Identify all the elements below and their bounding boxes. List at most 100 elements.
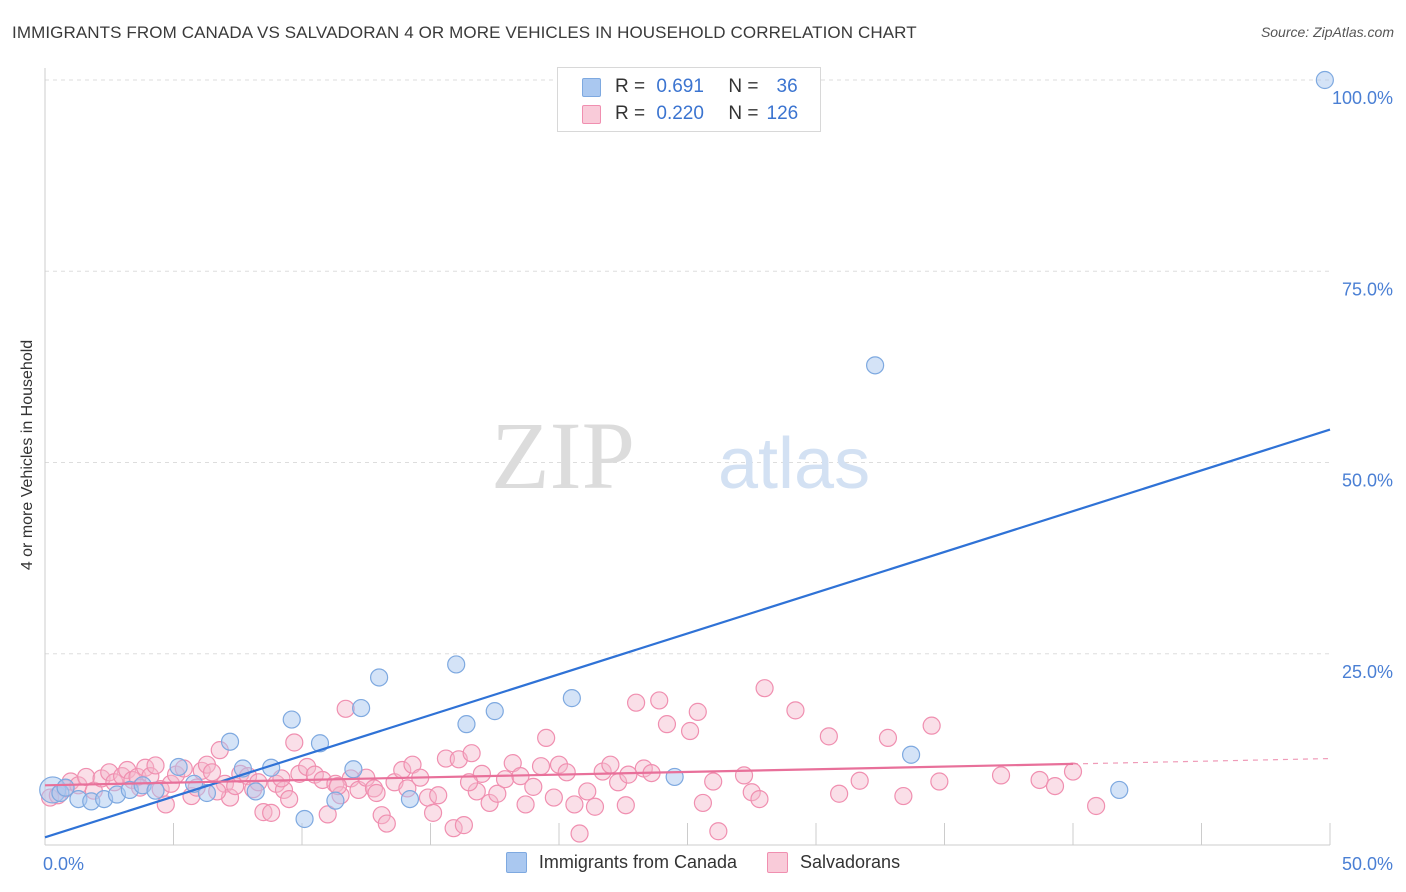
salvadoran-point [557, 763, 576, 782]
canada-point [485, 702, 504, 721]
salvadoran-point [930, 772, 949, 791]
canada-point [457, 715, 476, 734]
salvadoran-point [819, 727, 838, 746]
salvadoran-point [480, 793, 499, 813]
salvadoran-point [524, 777, 543, 796]
salvadoran-point [516, 795, 535, 814]
canada-point [447, 655, 466, 674]
salvadoran-point [750, 789, 769, 809]
chart-title: IMMIGRANTS FROM CANADA VS SALVADORAN 4 O… [12, 23, 917, 42]
salvadoran-point [1063, 762, 1083, 781]
salvadoran-point [894, 786, 913, 806]
salvadoran-point [578, 782, 597, 801]
salvadoran-point [688, 702, 707, 721]
salvadoran-trend-line [44, 762, 1074, 787]
salvadoran-point [146, 756, 165, 775]
y-tick-label: 25.0% [1342, 662, 1393, 682]
salvadoran-point [734, 766, 754, 785]
series-legend-salvadorans[interactable]: Salvadorans [767, 852, 900, 873]
salvadoran-point [254, 803, 273, 822]
salvadoran-point [118, 760, 137, 780]
canada-point [326, 791, 345, 810]
salvadoran-point [531, 757, 551, 776]
series-swatch-canada [505, 852, 527, 873]
series-label-canada: Immigrants from Canada [538, 852, 737, 872]
canada-point [400, 789, 420, 809]
salvadoran-point [709, 822, 728, 841]
salvadoran-point [377, 814, 396, 833]
canada-point [866, 356, 885, 375]
salvadoran-point [755, 679, 774, 698]
legend-r-value: 0.691 [656, 76, 704, 97]
canada-points [39, 70, 1334, 829]
canada-point [197, 783, 217, 803]
salvadoran-point [991, 766, 1011, 785]
legend-n-value: 36 [776, 76, 798, 97]
salvadoran-point [537, 728, 556, 748]
salvadoran-point [290, 764, 309, 783]
salvadoran-point [285, 733, 304, 752]
legend-r-value: 0.220 [656, 103, 704, 124]
legend-swatch-salvadorans [582, 104, 601, 124]
legend-n-label: N = [728, 103, 759, 124]
salvadoran-point [619, 765, 638, 784]
stats-legend: R = 0.691 N = 36 R = 0.220 N = 126 [557, 67, 821, 132]
salvadoran-point [1045, 776, 1065, 796]
salvadoran-point [462, 744, 481, 763]
salvadoran-point [565, 795, 584, 814]
legend-r-label: R = [615, 103, 646, 124]
legend-n-value: 126 [766, 103, 799, 124]
source-label: Source: ZipAtlas.com [1260, 24, 1394, 40]
canada-point [295, 809, 314, 829]
salvadoran-point [650, 691, 669, 710]
canada-point [352, 698, 371, 718]
salvadoran-point [878, 728, 898, 748]
salvadoran-point [549, 755, 569, 774]
salvadoran-point [467, 782, 486, 801]
series-legend-canada[interactable]: Immigrants from Canada [505, 852, 737, 873]
legend-r-label: R = [615, 76, 646, 97]
salvadoran-point [298, 757, 317, 777]
salvadoran-point [423, 803, 443, 822]
canada-point [901, 745, 921, 764]
salvadoran-point [742, 783, 761, 802]
salvadoran-point [593, 762, 612, 781]
salvadoran-point [280, 789, 299, 809]
series-label-salvadorans: Salvadorans [800, 852, 901, 872]
salvadoran-point [367, 783, 386, 803]
canada-trend-line [44, 428, 1331, 839]
salvadoran-trend-extension [1072, 757, 1331, 765]
salvadoran-point [1087, 796, 1106, 816]
salvadoran-point [922, 716, 941, 735]
salvadoran-point [472, 764, 491, 783]
canada-point [562, 689, 581, 708]
legend-swatch-canada [582, 77, 601, 97]
salvadoran-point [850, 771, 869, 790]
canada-point [56, 778, 75, 797]
canada-point [220, 732, 240, 751]
x-tick-label: 0.0% [43, 854, 84, 874]
axes [44, 68, 1331, 846]
canada-point [169, 757, 188, 777]
salvadoran-point [488, 784, 507, 803]
y-tick-label: 100.0% [1332, 88, 1393, 108]
salvadoran-point [601, 755, 620, 774]
legend-row-canada: R = 0.691 N = 36 [582, 74, 798, 100]
salvadoran-point [495, 770, 515, 789]
y-tick-label: 50.0% [1342, 471, 1393, 491]
salvadoran-point [444, 819, 463, 838]
watermark-atlas: atlas [718, 424, 870, 504]
salvadoran-point [693, 793, 713, 813]
salvadoran-point [454, 816, 474, 835]
canada-point [1315, 70, 1334, 90]
canada-point [665, 767, 684, 787]
legend-row-salvadorans: R = 0.220 N = 126 [582, 101, 798, 127]
grid-lines [45, 79, 1330, 655]
salvadoran-point [626, 693, 646, 712]
salvadoran-point [570, 824, 589, 843]
legend-n-label: N = [728, 76, 759, 97]
canada-point [1110, 780, 1129, 800]
salvadoran-point [1030, 770, 1049, 790]
salvadoran-point [336, 699, 355, 718]
